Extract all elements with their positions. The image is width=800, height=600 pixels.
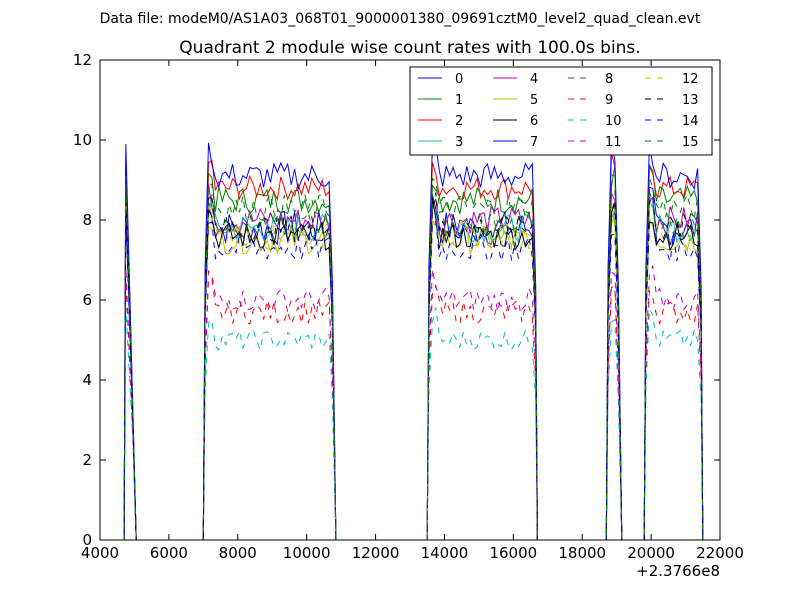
legend-label-11: 11 xyxy=(605,135,622,150)
x-tick-label: 10000 xyxy=(283,544,331,562)
x-offset-label: +2.3766e8 xyxy=(636,562,720,580)
x-tick-label: 20000 xyxy=(627,544,675,562)
legend-label-13: 13 xyxy=(682,93,699,108)
y-tick-label: 4 xyxy=(82,371,92,389)
chart-title: Quadrant 2 module wise count rates with … xyxy=(179,38,640,58)
x-tick-label: 12000 xyxy=(352,544,400,562)
data-file-suptitle: Data file: modeM0/AS1A03_068T01_90000013… xyxy=(100,11,701,27)
legend-frame xyxy=(409,66,713,156)
series-line-13 xyxy=(100,192,720,540)
legend-label-15: 15 xyxy=(682,135,699,150)
x-tick-label: 18000 xyxy=(558,544,606,562)
y-tick-label: 8 xyxy=(82,211,92,229)
legend-label-9: 9 xyxy=(605,93,613,108)
y-tick-label: 12 xyxy=(73,51,92,69)
legend-label-0: 0 xyxy=(455,72,463,87)
legend-label-7: 7 xyxy=(530,135,538,150)
legend-label-4: 4 xyxy=(530,72,538,87)
y-tick-label: 6 xyxy=(82,291,92,309)
x-tick-label: 22000 xyxy=(696,544,744,562)
legend-label-1: 1 xyxy=(455,93,463,108)
series-line-9 xyxy=(100,278,720,540)
legend-label-14: 14 xyxy=(682,114,699,129)
series-line-12 xyxy=(100,202,720,540)
x-tick-label: 4000 xyxy=(81,544,119,562)
series-line-15 xyxy=(100,174,720,540)
series-line-7 xyxy=(100,138,720,540)
x-tick-label: 14000 xyxy=(421,544,469,562)
series-line-10 xyxy=(100,307,720,540)
legend-label-5: 5 xyxy=(530,93,538,108)
y-tick-label: 10 xyxy=(73,131,92,149)
legend-label-6: 6 xyxy=(530,114,538,129)
y-tick-label: 2 xyxy=(82,451,92,469)
x-tick-label: 16000 xyxy=(489,544,537,562)
x-tick-label: 6000 xyxy=(150,544,188,562)
series-line-14 xyxy=(100,215,720,540)
y-tick-label: 0 xyxy=(82,531,92,549)
axis-ticks-group: 4000 6000 8000 10000 12000 14000 16000 18000 200… xyxy=(73,51,744,562)
legend-label-2: 2 xyxy=(455,114,463,129)
legend-label-10: 10 xyxy=(605,114,622,129)
legend-label-8: 8 xyxy=(605,72,613,87)
legend-label-12: 12 xyxy=(682,72,699,87)
series-lines-group xyxy=(100,138,720,540)
legend-label-3: 3 xyxy=(455,135,463,150)
x-tick-label: 8000 xyxy=(219,544,257,562)
